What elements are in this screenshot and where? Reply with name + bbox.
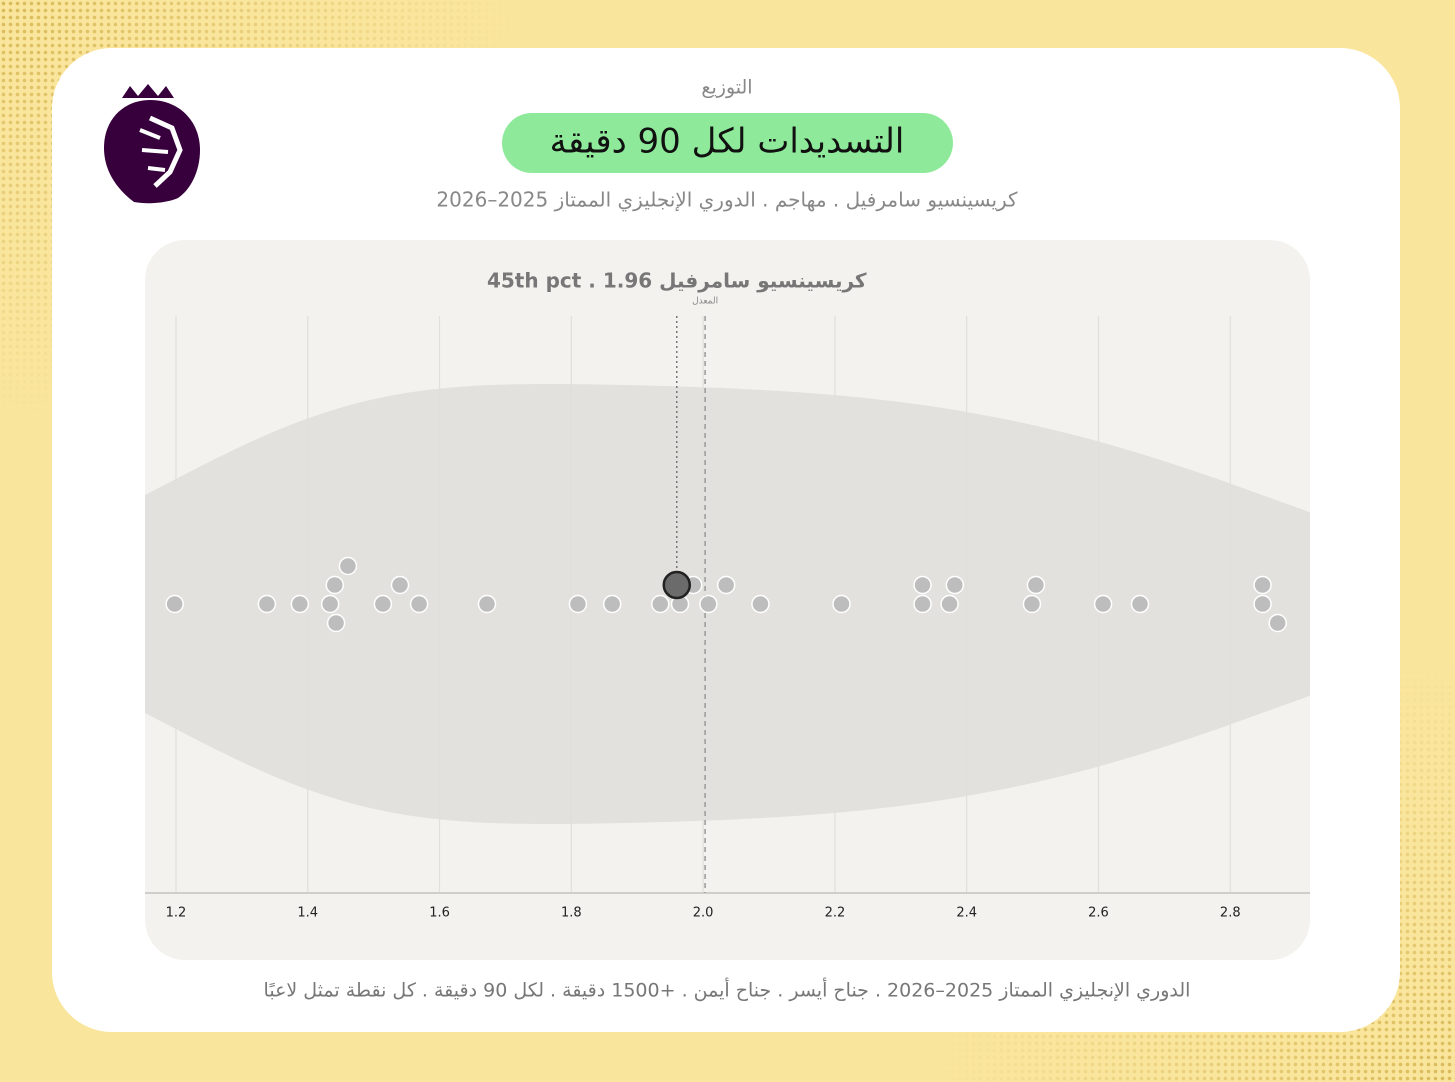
data-point — [338, 556, 358, 576]
x-tick-label: 2.2 — [825, 906, 846, 921]
data-point — [1093, 594, 1113, 614]
logo — [104, 84, 200, 204]
x-tick-label: 2.4 — [956, 906, 977, 921]
data-point — [390, 575, 410, 595]
data-point — [1022, 594, 1042, 614]
data-point — [165, 594, 184, 614]
x-tick-label: 1.4 — [297, 906, 318, 921]
data-point — [940, 594, 959, 614]
data-point — [320, 594, 340, 614]
x-tick-label: 2.6 — [1088, 906, 1109, 921]
data-point — [832, 594, 851, 614]
data-point — [651, 594, 670, 614]
x-tick-label: 1.2 — [166, 906, 187, 921]
data-point — [409, 594, 429, 614]
data-point — [913, 575, 932, 595]
data-point — [699, 594, 718, 614]
data-point — [1130, 594, 1150, 614]
data-point — [602, 594, 622, 614]
data-point — [326, 613, 346, 633]
data-point — [257, 594, 277, 614]
x-tick-label: 1.6 — [429, 906, 450, 921]
x-tick-label: 2.0 — [693, 906, 714, 921]
title-pill — [502, 113, 953, 173]
highlight-point — [662, 570, 692, 600]
data-point — [1253, 575, 1272, 595]
data-point — [290, 594, 310, 614]
x-tick-label: 2.8 — [1220, 906, 1241, 921]
data-point — [1253, 594, 1272, 614]
data-point — [568, 594, 588, 614]
data-point — [477, 594, 497, 614]
chart-title: التسديدات لكل 90 دقيقة — [550, 122, 905, 162]
x-tick-label: 1.8 — [561, 906, 582, 921]
data-point — [945, 575, 965, 595]
subtitle: كريسينسيو سامرفيل . مهاجم . الدوري الإنج… — [436, 188, 1018, 213]
data-point — [913, 594, 932, 614]
supertitle: التوزيع — [701, 77, 752, 99]
data-point — [751, 594, 770, 614]
footer: الدوري الإنجليزي الممتاز 2025–2026 . جنا… — [264, 978, 1191, 1002]
data-point — [373, 594, 393, 614]
data-point — [1026, 575, 1046, 595]
mean-label: المعدل — [692, 297, 718, 307]
data-point — [1268, 613, 1287, 633]
highlight-label: كريسينسيو سامرفيل 45th pct . 1.96 — [487, 269, 867, 293]
data-point — [716, 575, 736, 595]
data-point — [325, 575, 345, 595]
violin — [145, 384, 1310, 824]
